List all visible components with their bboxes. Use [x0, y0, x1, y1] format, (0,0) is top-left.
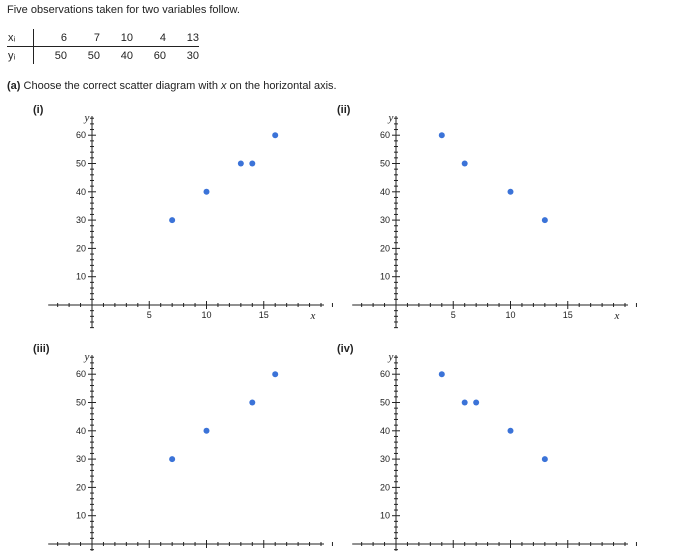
- table-row-y: yᵢ 50 50 40 60 30: [7, 46, 199, 64]
- y-value-cell: 60: [153, 49, 166, 62]
- y-axis-label: y: [84, 351, 90, 363]
- y-value-cell: 30: [186, 49, 199, 62]
- data-point: [461, 160, 468, 167]
- scatter-plot-i[interactable]: 5 10 15 x 10 20 30 40 50 60 y: [48, 108, 333, 337]
- y-tick-label: 50: [380, 159, 390, 169]
- y-tick-label: 40: [380, 187, 390, 197]
- y-tick-label: 40: [380, 426, 390, 436]
- data-point: [249, 160, 256, 167]
- y-tick-label: 30: [380, 454, 390, 464]
- y-tick-label: 20: [380, 482, 390, 492]
- x-value-cell: 6: [33, 29, 67, 47]
- x-value-cell: 4: [133, 29, 166, 47]
- data-point: [272, 371, 279, 378]
- data-point: [249, 399, 256, 406]
- y-tick-label: 50: [76, 159, 86, 169]
- scatter-plot-iii[interactable]: 10 20 30 40 50 60 y: [48, 347, 333, 551]
- y-tick-label: 60: [380, 130, 390, 140]
- question-text-end: on the horizontal axis.: [226, 80, 337, 92]
- data-point: [203, 188, 210, 195]
- y-tick-label: 40: [76, 426, 86, 436]
- question-part-label: (a): [7, 80, 21, 92]
- y-value-cell: 50: [54, 49, 67, 62]
- data-point: [237, 160, 244, 167]
- x-axis-label: x: [310, 310, 316, 322]
- y-tick-label: 10: [380, 511, 390, 521]
- y-tick-label: 50: [380, 398, 390, 408]
- data-point: [438, 132, 445, 139]
- y-tick-label: 50: [76, 398, 86, 408]
- data-point: [507, 427, 514, 434]
- x-value-cell: 10: [100, 29, 133, 47]
- y-tick-label: 20: [76, 243, 86, 253]
- x-tick-label: 5: [147, 310, 152, 320]
- x-tick-label: 15: [259, 310, 269, 320]
- x-value-cell: 13: [166, 29, 199, 47]
- question-prompt: (a) Choose the correct scatter diagram w…: [7, 80, 337, 92]
- data-point: [169, 217, 176, 224]
- intro-text: Five observations taken for two variable…: [7, 4, 240, 16]
- y-tick-label: 60: [76, 130, 86, 140]
- table-row-x: xᵢ 6 7 10 4 13: [7, 29, 199, 47]
- y-value-cell: 40: [120, 49, 133, 62]
- y-tick-label: 10: [380, 272, 390, 282]
- x-tick-label: 5: [451, 310, 456, 320]
- x-tick-label: 15: [563, 310, 573, 320]
- data-point: [272, 132, 279, 139]
- x-value-cell: 7: [67, 29, 100, 47]
- y-tick-label: 30: [380, 215, 390, 225]
- y-axis-label: y: [84, 112, 90, 124]
- y-tick-label: 40: [76, 187, 86, 197]
- x-tick-label: 10: [505, 310, 515, 320]
- data-point: [507, 188, 514, 195]
- y-tick-label: 10: [76, 511, 86, 521]
- scatter-plot-iv[interactable]: 10 20 30 40 50 60 y: [352, 347, 637, 551]
- y-tick-label: 20: [76, 482, 86, 492]
- option-label-iii[interactable]: (iii): [33, 343, 50, 355]
- data-point: [438, 371, 445, 378]
- y-tick-label: 10: [76, 272, 86, 282]
- scatter-plot-ii[interactable]: 5 10 15 x 10 20 30 40 50 60 y: [352, 108, 637, 337]
- y-tick-label: 30: [76, 215, 86, 225]
- observations-table: xᵢ 6 7 10 4 13 yᵢ 50 50 40 60 30: [7, 29, 199, 64]
- option-label-ii[interactable]: (ii): [337, 104, 351, 116]
- data-point: [169, 456, 176, 463]
- question-text-start: Choose the correct scatter diagram with: [23, 80, 221, 92]
- data-point: [473, 399, 480, 406]
- y-tick-label: 60: [380, 369, 390, 379]
- option-label-i[interactable]: (i): [33, 104, 44, 116]
- data-point: [541, 456, 548, 463]
- y-row-header: yᵢ: [7, 46, 34, 64]
- y-tick-label: 30: [76, 454, 86, 464]
- data-point: [203, 427, 210, 434]
- x-axis-label: x: [614, 310, 620, 322]
- question-variable: x: [221, 80, 227, 92]
- option-label-iv[interactable]: (iv): [337, 343, 354, 355]
- y-tick-label: 60: [76, 369, 86, 379]
- y-axis-label: y: [388, 112, 394, 124]
- y-tick-label: 20: [380, 243, 390, 253]
- y-value-cell: 50: [87, 49, 100, 62]
- x-tick-label: 10: [201, 310, 211, 320]
- data-point: [541, 217, 548, 224]
- x-row-header: xᵢ: [7, 29, 34, 47]
- y-axis-label: y: [388, 351, 394, 363]
- data-point: [461, 399, 468, 406]
